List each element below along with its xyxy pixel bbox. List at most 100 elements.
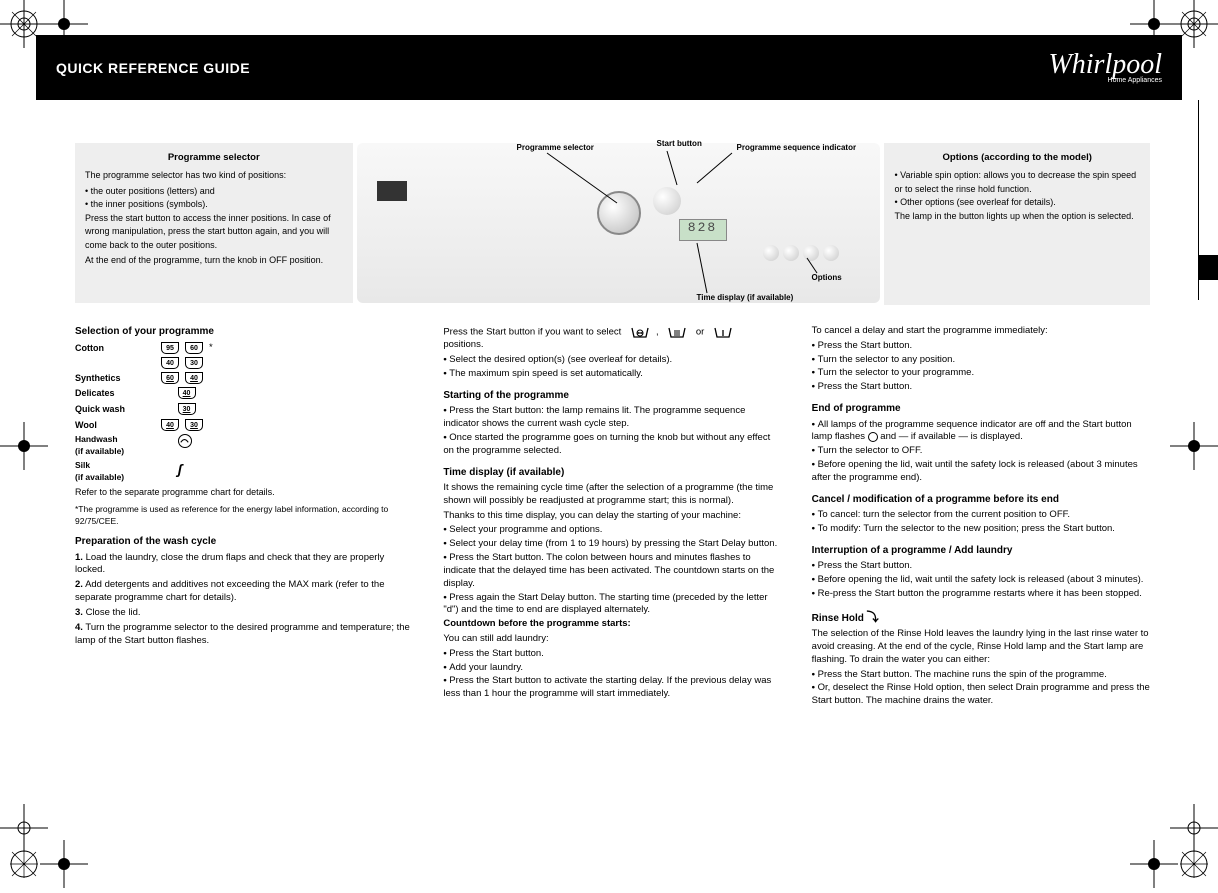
prog-name: Silk(if available) [75, 460, 155, 483]
prog-row: Silk(if available) ʃ [75, 460, 413, 483]
col3-b0: Turn the selector to your programme. [812, 367, 1150, 380]
callout-start: Start button [657, 139, 702, 148]
prog-row: Delicates 40 [75, 387, 413, 400]
col3-p0: To cancel a delay and start the programm… [812, 325, 1150, 338]
temp-icon: 60 [185, 342, 203, 354]
col3-b4: Press the Start button. The machine runs… [812, 669, 1150, 682]
col1-sec2-item: 1. Load the laundry, close the drum flap… [75, 552, 413, 578]
print-mark-bl [8, 848, 40, 880]
col2-b3: Press again the Start Delay button. The … [443, 592, 781, 618]
silk-icon: ʃ [178, 460, 192, 474]
col2-b1: The maximum spin speed is set automatica… [443, 368, 781, 381]
callout-opts: Options [812, 273, 842, 282]
col3-b3: Press the Start button. [812, 560, 1150, 573]
col3-b1: All lamps of the programme sequence indi… [812, 419, 1150, 445]
prog-row: Quick wash 30 [75, 403, 413, 416]
col3-b4: Or, deselect the Rinse Hold option, then… [812, 682, 1150, 708]
prog-row: Wool 40 30 [75, 419, 413, 431]
prog-name: Synthetics [75, 372, 155, 384]
callout-seq: Programme sequence indicator [737, 143, 857, 152]
col3: To cancel a delay and start the programm… [812, 325, 1150, 709]
col2: Press the Start button if you want to se… [443, 325, 781, 709]
col1-sec2-item: 3. Close the lid. [75, 607, 413, 620]
page-content: Programme selector The programme selecto… [75, 110, 1150, 709]
col2-p1: It shows the remaining cycle time (after… [443, 482, 781, 508]
callout-arrows [357, 143, 881, 303]
col2-b2: Press the Start button: the lamp remains… [443, 405, 781, 431]
callout-seq2: Time display (if available) [697, 293, 794, 302]
col1-sec2-item: 4. Turn the programme selector to the de… [75, 622, 413, 648]
col2-b1: Select the desired option(s) (see overle… [443, 354, 781, 367]
col2-b4: Add your laundry. [443, 662, 781, 675]
col1-title: Selection of your programme [75, 325, 413, 339]
panel-right-line: The lamp in the button lights up when th… [894, 210, 1140, 224]
panel-left-line: The programme selector has two kind of p… [85, 169, 343, 183]
temp-icon: 40 [161, 357, 179, 369]
panel-left-line: At the end of the programme, turn the kn… [85, 254, 343, 268]
crosshair-bl2 [40, 840, 88, 888]
side-tab-marker [1198, 255, 1218, 280]
temp-icon: 60 [161, 372, 179, 384]
col3-b0: Turn the selector to any position. [812, 354, 1150, 367]
prog-row: Cotton 95 60* [75, 342, 413, 355]
col3-b2: To modify: Turn the selector to the new … [812, 523, 1150, 536]
temp-icon: 30 [185, 419, 203, 431]
prog-name: Wool [75, 419, 155, 431]
spin-icon [667, 325, 687, 339]
col3-p4: The selection of the Rinse Hold leaves t… [812, 628, 1150, 666]
col2-b3: Select your programme and options. [443, 524, 781, 537]
col2-sec2-title: Time display (if available) [443, 466, 781, 480]
crosshair-ml [0, 422, 48, 470]
handwash-icon [178, 434, 192, 448]
col3-b3: Re-press the Start button the programme … [812, 588, 1150, 601]
col3-sec2-title: Cancel / modification of a programme bef… [812, 493, 1150, 507]
temp-icon: 30 [178, 403, 196, 415]
col3-b1: Before opening the lid, wait until the s… [812, 459, 1150, 485]
col3-b0: Press the Start button. [812, 340, 1150, 353]
col2-b4: Press the Start button to activate the s… [443, 675, 781, 701]
panel-left-title: Programme selector [85, 151, 343, 165]
col1-footnote: *The programme is used as reference for … [75, 504, 413, 527]
col3-b0: Press the Start button. [812, 381, 1150, 394]
col2-sec3-title: Countdown before the programme starts: [443, 618, 781, 631]
col1-sec2-title: Preparation of the wash cycle [75, 535, 413, 549]
crosshair-br2 [1130, 840, 1178, 888]
col1-sec2-item: 2. Add detergents and additives not exce… [75, 579, 413, 605]
body-columns: Selection of your programme Cotton 95 60… [75, 325, 1150, 709]
lamp-icon [868, 432, 878, 442]
temp-icon: 40 [185, 372, 203, 384]
col2-b4: Press the Start button. [443, 648, 781, 661]
col2-b3: Select your delay time (from 1 to 19 hou… [443, 538, 781, 551]
temp-icon: 95 [161, 342, 179, 354]
panel-right: Options (according to the model) Variabl… [884, 143, 1150, 305]
col3-b1: Turn the selector to OFF. [812, 445, 1150, 458]
prog-name: Delicates [75, 387, 155, 400]
temp-icon: 30 [185, 357, 203, 369]
brand-block: Whirlpool Home Appliances [1048, 51, 1162, 84]
brand-logo: Whirlpool [1048, 51, 1162, 79]
panel-right-title: Options (according to the model) [894, 151, 1140, 165]
callout-selector: Programme selector [517, 143, 594, 152]
panel-right-line: Variable spin option: allows you to decr… [894, 169, 1140, 196]
col2-b3: Press the Start button. The colon betwee… [443, 552, 781, 590]
panel-left-line: Press the start button to access the inn… [85, 212, 343, 253]
prog-row: Handwash(if available) [75, 434, 413, 457]
col3-b2: To cancel: turn the selector from the cu… [812, 509, 1150, 522]
control-panel-illustration: 828 Programme selector Start button Prog… [357, 143, 881, 303]
temp-icon: 40 [178, 387, 196, 399]
rinse-icon [630, 325, 650, 339]
prog-name: Quick wash [75, 403, 155, 416]
header-title: QUICK REFERENCE GUIDE [56, 60, 250, 76]
panel-right-line: Other options (see overleaf for details)… [894, 196, 1140, 210]
col3-sec3-title: Interruption of a programme / Add laundr… [812, 544, 1150, 558]
col3-sec1-title: End of programme [812, 402, 1150, 416]
col2-p2: Thanks to this time display, you can del… [443, 510, 781, 523]
col2-b2: Once started the programme goes on turni… [443, 432, 781, 458]
col3-b3: Before opening the lid, wait until the s… [812, 574, 1150, 587]
temp-icon: 40 [161, 419, 179, 431]
col1-note: Refer to the separate programme chart fo… [75, 486, 413, 498]
panel-left-line: the outer positions (letters) and [85, 185, 343, 199]
col2-iconline: Press the Start button if you want to se… [443, 325, 781, 352]
col3-sec4-title: Rinse Hold ⤵ [812, 609, 1150, 626]
col2-sec-title: Starting of the programme [443, 389, 781, 403]
